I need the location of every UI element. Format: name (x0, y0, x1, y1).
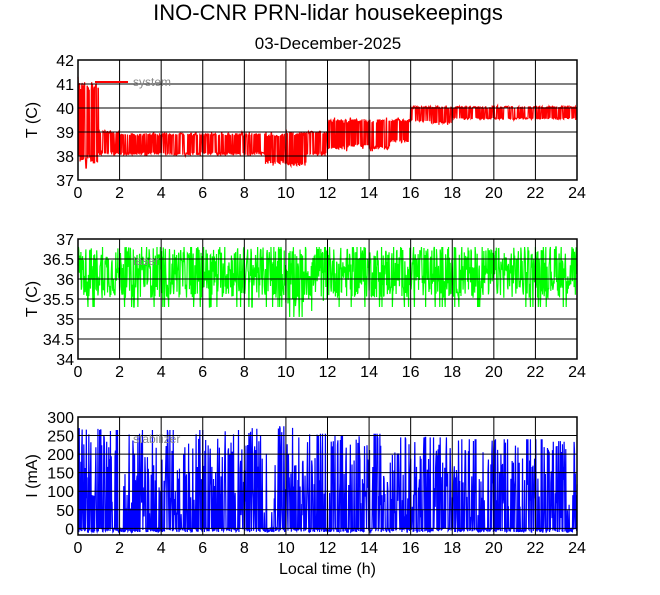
x-tick-label: 0 (74, 540, 83, 557)
x-tick-label: 20 (485, 364, 503, 381)
x-tick-label: 12 (319, 185, 337, 202)
x-axis-label: Local time (h) (279, 561, 376, 578)
y-tick-label: 150 (47, 466, 74, 483)
x-tick-label: 22 (527, 185, 545, 202)
y-tick-label: 50 (56, 503, 74, 520)
x-tick-label: 14 (360, 364, 378, 381)
x-tick-label: 8 (240, 364, 249, 381)
y-tick-label: 34 (56, 352, 74, 369)
y-tick-label: 35 (56, 312, 74, 329)
y-tick-label: 0 (65, 521, 74, 538)
x-tick-label: 14 (360, 185, 378, 202)
legend-label: stabilizer (133, 432, 180, 446)
panel-3: 0 2 4 6 8 10 12 14 16 18 20 22 24050100150200250300I… (24, 410, 586, 578)
x-tick-label: 18 (443, 185, 461, 202)
x-tick-label: 4 (157, 364, 166, 381)
x-tick-label: 24 (568, 364, 586, 381)
x-tick-label: 2 (115, 185, 124, 202)
y-tick-label: 40 (56, 101, 74, 118)
y-axis-label: T (C) (24, 102, 41, 138)
panel-2: 0 2 4 6 8 10 12 14 16 18 20 22 243434.53535.53636.53… (24, 232, 586, 381)
x-tick-label: 12 (319, 540, 337, 557)
x-tick-label: 18 (443, 364, 461, 381)
x-tick-label: 0 (74, 364, 83, 381)
x-tick-label: 0 (74, 185, 83, 202)
y-tick-label: 39 (56, 125, 74, 142)
x-tick-label: 2 (115, 364, 124, 381)
y-tick-label: 250 (47, 429, 74, 446)
y-tick-label: 38 (56, 149, 74, 166)
x-tick-label: 18 (443, 540, 461, 557)
y-tick-label: 41 (56, 77, 74, 94)
x-tick-label: 12 (319, 364, 337, 381)
x-tick-label: 6 (198, 364, 207, 381)
x-tick-label: 20 (485, 185, 503, 202)
x-tick-label: 6 (198, 185, 207, 202)
y-axis-label: T (C) (24, 281, 41, 317)
x-tick-label: 2 (115, 540, 124, 557)
y-tick-label: 37 (56, 232, 74, 249)
y-tick-label: 200 (47, 447, 74, 464)
x-tick-label: 8 (240, 540, 249, 557)
plot-frame (77, 416, 578, 536)
x-tick-label: 4 (157, 540, 166, 557)
chart-title: INO-CNR PRN-lidar housekeepings (153, 0, 503, 25)
chart-subtitle: 03-December-2025 (255, 34, 401, 53)
x-tick-label: 6 (198, 540, 207, 557)
x-tick-label: 22 (527, 364, 545, 381)
x-tick-label: 16 (402, 540, 420, 557)
y-tick-label: 36 (56, 272, 74, 289)
x-tick-label: 8 (240, 185, 249, 202)
y-tick-label: 100 (47, 484, 74, 501)
legend-label: laser (133, 254, 159, 268)
x-tick-label: 22 (527, 540, 545, 557)
x-tick-label: 10 (277, 540, 295, 557)
y-tick-label: 37 (56, 173, 74, 190)
x-tick-label: 10 (277, 185, 295, 202)
x-tick-label: 4 (157, 185, 166, 202)
x-tick-label: 16 (402, 364, 420, 381)
y-tick-label: 34.5 (43, 332, 74, 349)
plot-frame (77, 238, 578, 360)
x-tick-label: 24 (568, 540, 586, 557)
y-tick-label: 42 (56, 53, 74, 70)
legend-label: system (133, 75, 171, 89)
x-tick-label: 16 (402, 185, 420, 202)
x-tick-label: 24 (568, 185, 586, 202)
y-tick-label: 36.5 (43, 252, 74, 269)
y-axis-label: I (mA) (24, 454, 41, 498)
y-tick-label: 35.5 (43, 292, 74, 309)
plot-frame (77, 59, 578, 181)
y-tick-label: 300 (47, 410, 74, 427)
x-tick-label: 10 (277, 364, 295, 381)
x-tick-label: 20 (485, 540, 503, 557)
x-tick-label: 14 (360, 540, 378, 557)
